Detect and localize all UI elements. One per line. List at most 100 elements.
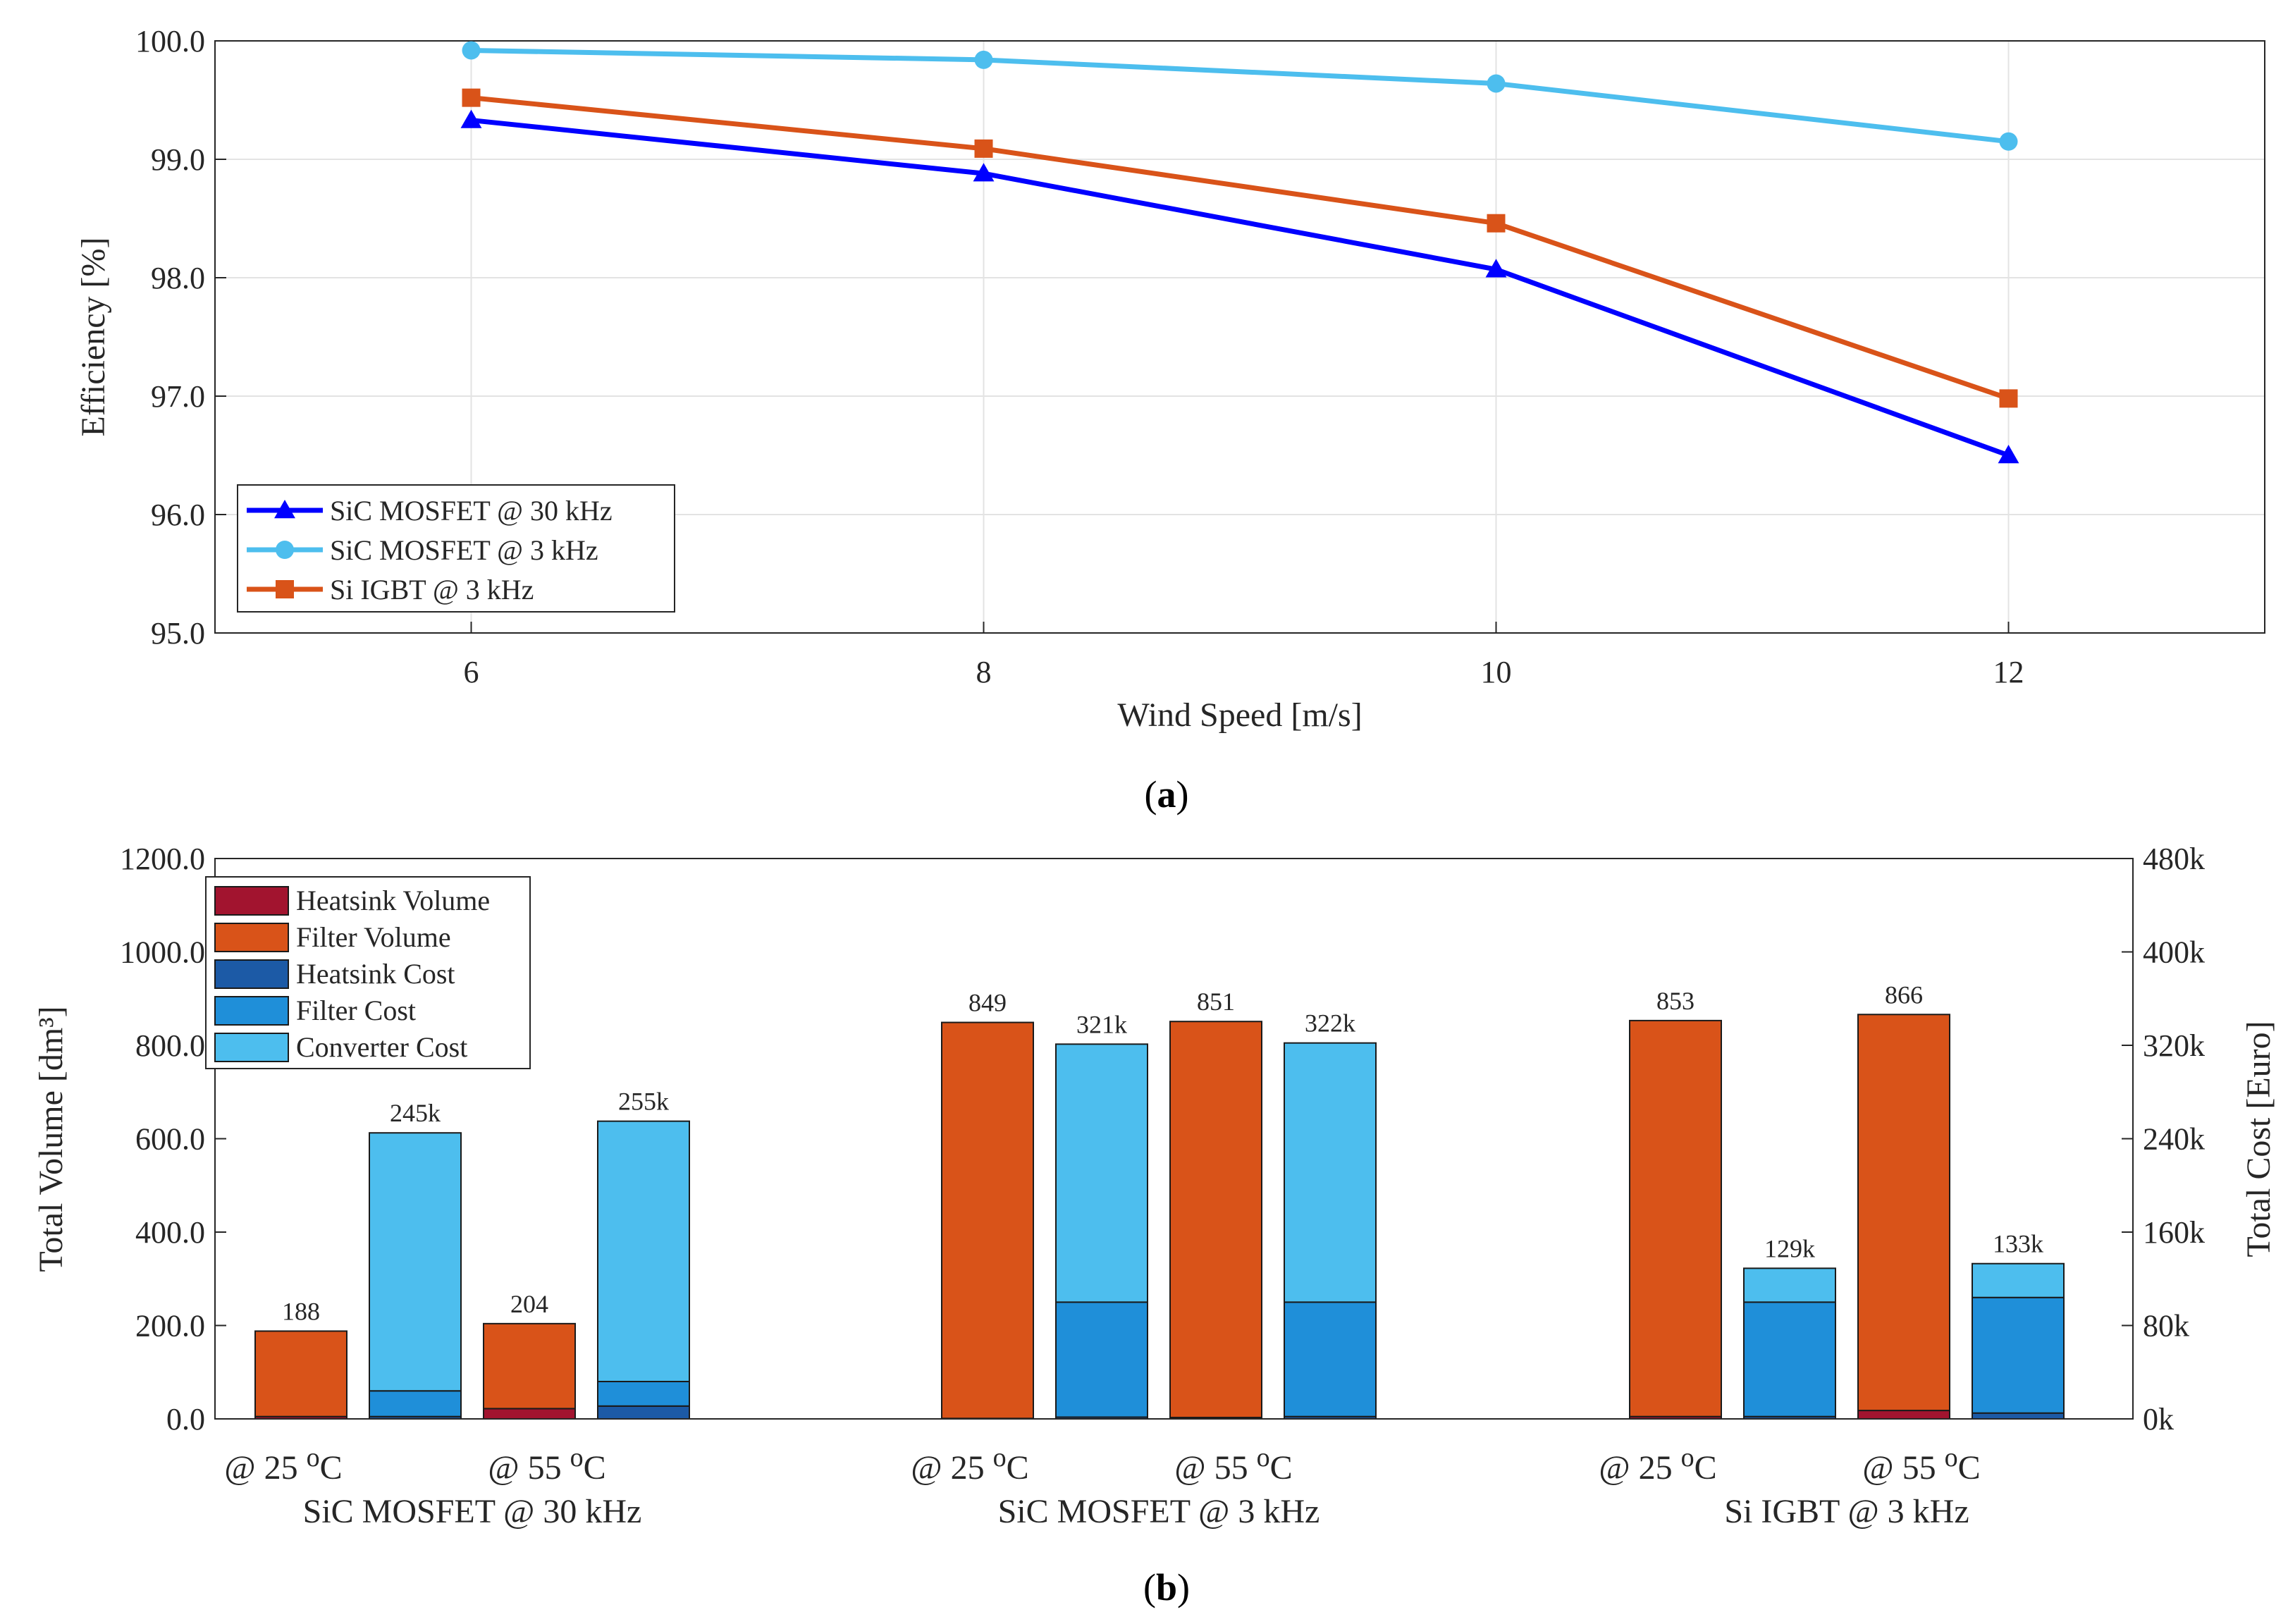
efficiency-point-sic-mosfet-30-khz: [1485, 259, 1507, 278]
temperature-unit: C: [584, 1449, 606, 1487]
volume-cost-legend-label: Heatsink Volume: [296, 885, 490, 916]
filter-cost-bar: [369, 1390, 462, 1417]
efficiency-x-tick-label: 8: [976, 655, 992, 689]
temperature-category-label: @ 55 oC: [1174, 1443, 1292, 1487]
filter-volume-bar: [1629, 1019, 1722, 1417]
efficiency-legend-label: SiC MOSFET @ 30 kHz: [330, 495, 613, 527]
cost-y-tick-label: 160k: [2143, 1215, 2205, 1250]
cost-y-tick-label: 240k: [2143, 1122, 2205, 1157]
efficiency-legend-marker: [276, 580, 294, 598]
filter-volume-bar: [941, 1021, 1034, 1420]
converter-cost-bar: [1972, 1262, 2065, 1298]
degree-symbol: o: [307, 1443, 320, 1472]
temperature-category-label: @ 55 oC: [488, 1443, 605, 1487]
bar-value-label: 188: [282, 1297, 320, 1325]
temperature-category-label: @ 25 oC: [1599, 1443, 1716, 1487]
volume-cost-legend-swatch: [214, 923, 289, 952]
volume-y-tick-label: 600.0: [135, 1122, 205, 1157]
volume-y-tick-label: 1200.0: [120, 842, 205, 876]
bar-value-label: 321k: [1076, 1010, 1127, 1038]
degree-symbol: o: [1681, 1443, 1695, 1472]
converter-cost-bar: [1284, 1042, 1377, 1303]
efficiency-y-axis-label: Efficiency [%]: [75, 238, 112, 437]
efficiency-point-sic-mosfet-3-khz: [1487, 74, 1506, 93]
temperature-value: @ 55: [488, 1449, 570, 1487]
temperature-category-label: @ 25 oC: [911, 1443, 1028, 1487]
volume-cost-legend-swatch: [214, 1033, 289, 1062]
volume-y-tick-label: 800.0: [135, 1028, 205, 1063]
efficiency-legend: SiC MOSFET @ 30 kHz SiC MOSFET @ 3 kHz Si …: [237, 484, 675, 613]
temperature-value: @ 55: [1174, 1449, 1256, 1487]
converter-cost-bar: [1743, 1267, 1836, 1303]
efficiency-ticks: 95.0 96.0 97.0 98.0 99.0 100.0 6 8 10 12: [135, 24, 2024, 689]
bar-value-label: 133k: [1993, 1230, 2043, 1258]
temperature-value: @ 25: [911, 1449, 992, 1487]
device-group-label: SiC MOSFET @ 30 kHz: [303, 1493, 642, 1530]
efficiency-legend-marker: [276, 541, 294, 559]
temperature-unit: C: [1695, 1449, 1717, 1487]
efficiency-legend-marker: [274, 500, 295, 519]
cost-y-tick-label: 0k: [2143, 1402, 2174, 1437]
total-cost-axis-label: Total Cost [Euro]: [2240, 1021, 2277, 1257]
filter-cost-bar: [1743, 1301, 1836, 1417]
temperature-unit: C: [1958, 1449, 1981, 1487]
efficiency-point-si-igbt-3-khz: [1487, 214, 1506, 233]
volume-y-tick-label: 0.0: [166, 1402, 205, 1437]
temperature-category-label: @ 55 oC: [1862, 1443, 1980, 1487]
efficiency-point-si-igbt-3-khz: [974, 139, 993, 158]
bar-value-label: 245k: [390, 1099, 441, 1127]
volume-cost-chart: 0.0 200.0 400.0 600.0 800.0 1000.0 1200.0 0k 80k…: [32, 842, 2277, 1608]
temperature-value: @ 55: [1862, 1449, 1944, 1487]
efficiency-point-si-igbt-3-khz: [1999, 389, 2018, 408]
efficiency-series-line-sic-mosfet-3-khz: [471, 47, 2009, 144]
total-volume-axis-label: Total Volume [dm³]: [32, 1006, 70, 1272]
efficiency-series: [460, 41, 2019, 464]
temperature-unit: C: [320, 1449, 343, 1487]
volume-cost-bars: [254, 1014, 2065, 1420]
volume-cost-legend-swatch: [214, 959, 289, 989]
bar-value-label: 204: [510, 1290, 548, 1318]
filter-volume-bar: [483, 1322, 576, 1410]
caption-b: (b): [1143, 1566, 1190, 1608]
filter-volume-bar: [1857, 1014, 1950, 1412]
volume-cost-legend-label: Heatsink Cost: [296, 958, 455, 990]
filter-cost-bar: [1284, 1301, 1377, 1417]
bar-value-label: 851: [1197, 988, 1235, 1016]
filter-cost-bar: [1055, 1301, 1148, 1418]
volume-cost-legend-label: Filter Cost: [296, 995, 416, 1026]
heatsink-cost-bar: [1972, 1412, 2065, 1420]
efficiency-point-si-igbt-3-khz: [462, 88, 481, 107]
temperature-category-label: @ 25 oC: [224, 1443, 342, 1487]
efficiency-point-sic-mosfet-30-khz: [460, 109, 482, 128]
volume-y-tick-label: 1000.0: [120, 935, 205, 970]
efficiency-legend-label: SiC MOSFET @ 3 kHz: [330, 534, 598, 566]
bar-value-label: 322k: [1305, 1009, 1355, 1038]
efficiency-series-line-si-igbt-3-khz: [471, 95, 2010, 401]
efficiency-point-sic-mosfet-30-khz: [973, 163, 995, 182]
temperature-value: @ 25: [1599, 1449, 1680, 1487]
efficiency-x-tick-label: 10: [1481, 655, 1512, 689]
volume-cost-data-labels: 188 245k 204 255k 849 321k 851 322k 853 129k 866 13…: [282, 980, 2043, 1325]
temperature-unit: C: [1007, 1449, 1029, 1487]
efficiency-point-sic-mosfet-3-khz: [462, 41, 481, 60]
cost-y-tick-label: 400k: [2143, 935, 2205, 970]
cost-y-tick-label: 320k: [2143, 1028, 2205, 1063]
efficiency-series-line-sic-mosfet-30-khz: [471, 118, 2010, 458]
heatsink-volume-bar: [1857, 1410, 1950, 1420]
caption-a-letter: a: [1157, 773, 1176, 816]
efficiency-point-sic-mosfet-30-khz: [1998, 445, 2019, 464]
efficiency-x-tick-label: 6: [464, 655, 479, 689]
degree-symbol: o: [1945, 1443, 1958, 1472]
temperature-value: @ 25: [224, 1449, 306, 1487]
degree-symbol: o: [1257, 1443, 1270, 1472]
efficiency-y-tick-label: 98.0: [151, 261, 205, 295]
efficiency-y-tick-label: 97.0: [151, 379, 205, 414]
volume-cost-legend-label: Filter Volume: [296, 921, 451, 953]
converter-cost-bar: [369, 1132, 462, 1392]
converter-cost-bar: [1055, 1043, 1148, 1303]
efficiency-point-sic-mosfet-3-khz: [1999, 132, 2018, 151]
bar-value-label: 853: [1656, 987, 1695, 1015]
cost-y-tick-label: 480k: [2143, 842, 2205, 876]
